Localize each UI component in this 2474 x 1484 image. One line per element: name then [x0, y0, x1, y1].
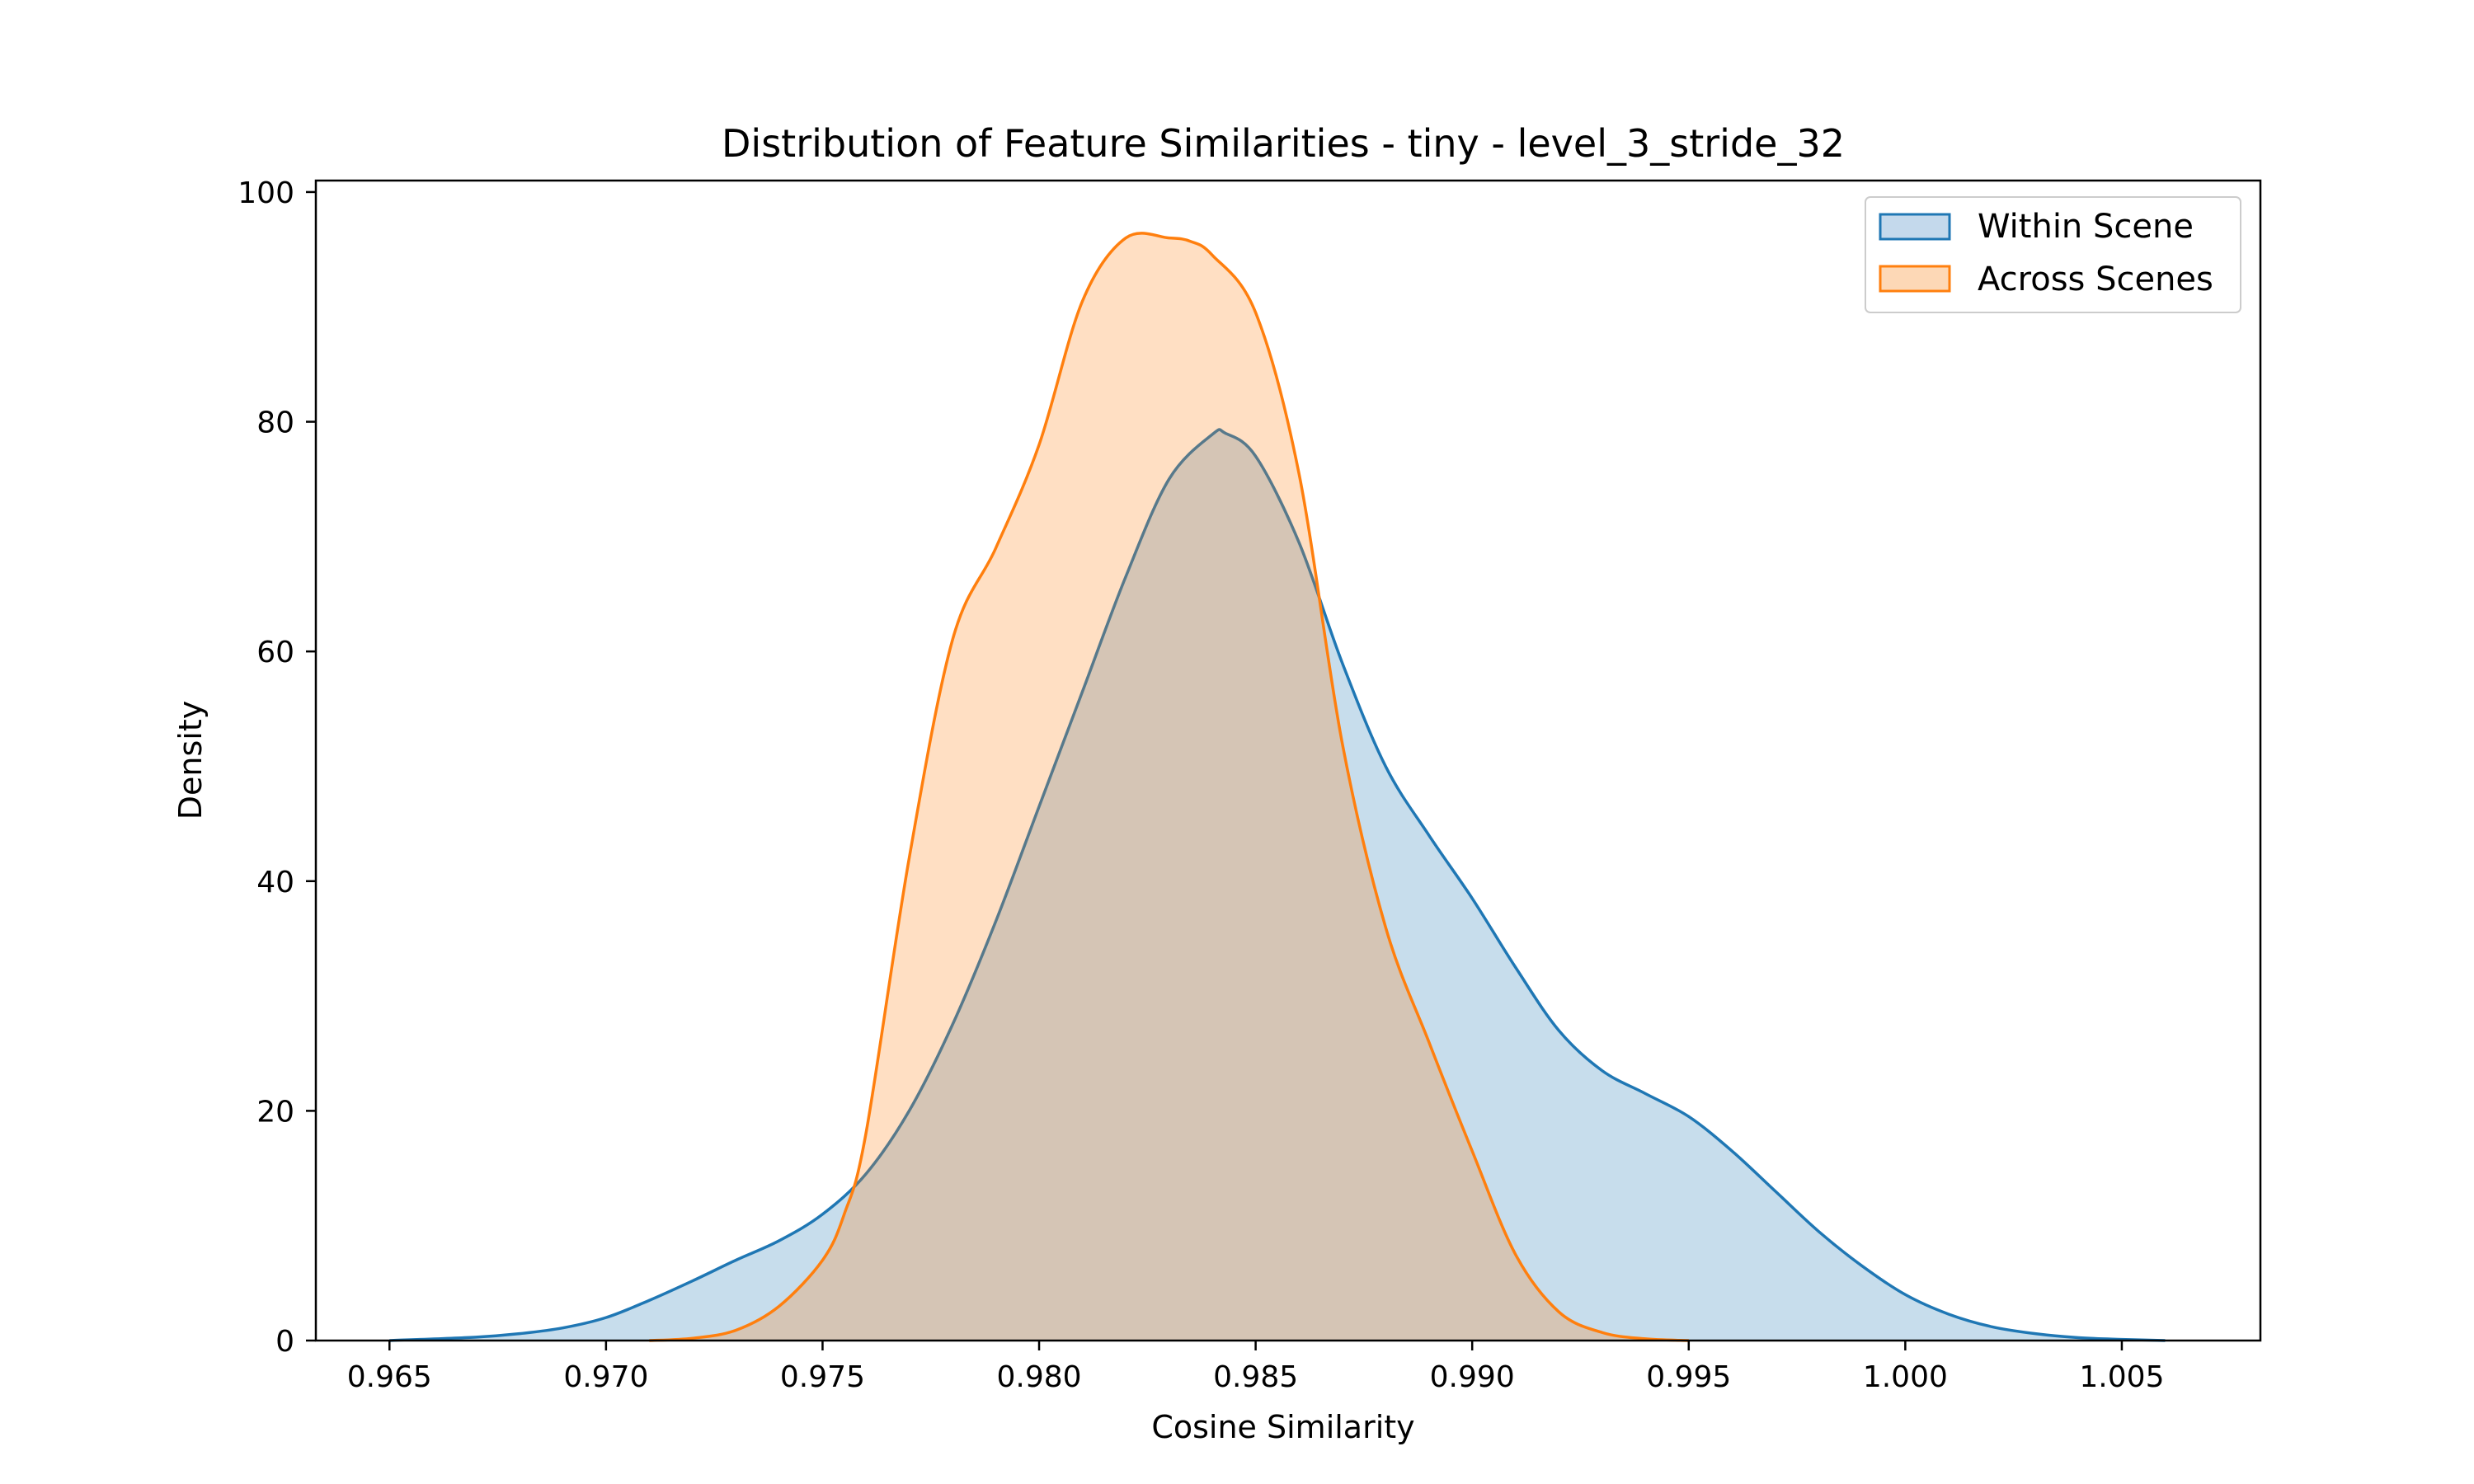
plot-frame [314, 179, 2262, 1342]
y-tick-label: 100 [238, 176, 294, 210]
y-tick-label: 40 [256, 866, 294, 899]
x-axis: 0.965 0.970 0.975 0.980 0.985 0.990 0.995 1.000… [347, 1341, 2164, 1394]
series-area-across-scenes [649, 232, 1689, 1341]
legend-label-across-scenes: Across Scenes [1978, 261, 2213, 298]
legend-swatch-within-scene [1879, 213, 1951, 241]
y-tick-label: 80 [256, 406, 294, 440]
x-tick-label: 0.985 [1213, 1360, 1298, 1394]
x-tick-label: 1.000 [1863, 1360, 1948, 1394]
legend: Within Scene Across Scenes [1865, 196, 2241, 313]
y-tick-label: 0 [275, 1325, 294, 1359]
legend-swatch-across-scenes [1879, 265, 1951, 293]
x-tick-label: 0.990 [1430, 1360, 1515, 1394]
plot-area [314, 179, 2262, 1342]
legend-label-within-scene: Within Scene [1978, 208, 2194, 246]
x-tick-label: 0.975 [780, 1360, 865, 1394]
series-line-within-scene [389, 428, 2166, 1342]
chart-title: Distribution of Feature Similarities - t… [722, 121, 1845, 166]
x-tick-label: 0.995 [1646, 1360, 1731, 1394]
x-tick-label: 0.980 [996, 1360, 1081, 1394]
x-axis-label: Cosine Similarity [1151, 1409, 1414, 1445]
legend-box [1865, 196, 2241, 313]
y-axis: 0 20 40 60 80 100 [238, 176, 316, 1359]
y-tick-label: 20 [256, 1095, 294, 1129]
y-tick-label: 60 [256, 636, 294, 669]
x-tick-label: 1.005 [2079, 1360, 2164, 1394]
y-axis-label: Density [172, 701, 209, 819]
series-area-within-scene [389, 430, 2166, 1341]
series-layer [389, 232, 2166, 1342]
x-tick-label: 0.965 [347, 1360, 432, 1394]
x-tick-label: 0.970 [563, 1360, 648, 1394]
series-line-across-scenes [649, 232, 1689, 1342]
